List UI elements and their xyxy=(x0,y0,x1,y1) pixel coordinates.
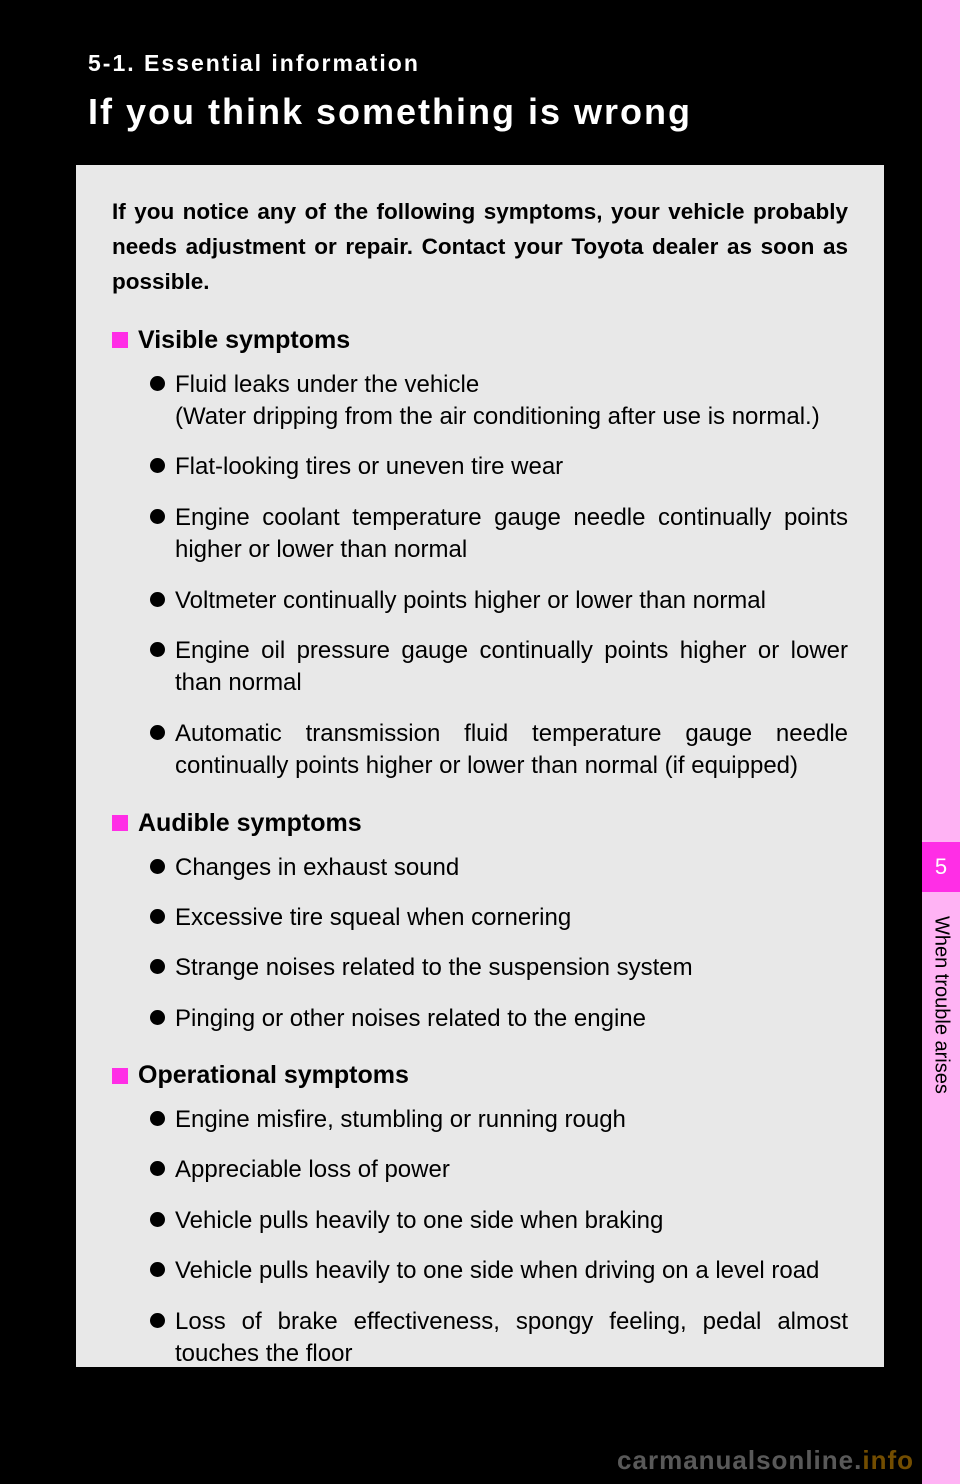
bullet-dot-icon xyxy=(150,592,165,607)
section-title: Visible symptoms xyxy=(138,326,350,355)
tab-upper-bg xyxy=(922,0,960,842)
list-item: Appreciable loss of power xyxy=(150,1154,848,1186)
bullet-dot-icon xyxy=(150,1313,165,1328)
list-item-subtext: (Water dripping from the air conditionin… xyxy=(175,401,820,433)
bullet-dot-icon xyxy=(150,1262,165,1277)
list-item-text: Pinging or other noises related to the e… xyxy=(175,1003,646,1035)
list-item: Engine misfire, stumbling or running rou… xyxy=(150,1104,848,1136)
section-label: 5-1. Essential information xyxy=(88,50,960,77)
bullet-dot-icon xyxy=(150,458,165,473)
bullet-list: Engine misfire, stumbling or running rou… xyxy=(112,1104,848,1370)
list-item-text: Engine oil pressure gauge continually po… xyxy=(175,635,848,700)
list-item: Engine coolant temperature gauge needle … xyxy=(150,502,848,567)
list-item-text: Changes in exhaust sound xyxy=(175,852,459,884)
bullet-dot-icon xyxy=(150,909,165,924)
watermark-suffix: info xyxy=(862,1445,914,1475)
list-item-text: Engine coolant temperature gauge needle … xyxy=(175,502,848,567)
page-header: 5-1. Essential information If you think … xyxy=(0,0,960,165)
section-title: Operational symptoms xyxy=(138,1061,409,1090)
square-bullet-icon xyxy=(112,1068,128,1084)
list-item: Voltmeter continually points higher or l… xyxy=(150,585,848,617)
list-item-text: Engine misfire, stumbling or running rou… xyxy=(175,1104,626,1136)
bullet-list: Fluid leaks under the vehicle(Water drip… xyxy=(112,369,848,783)
list-item: Flat-looking tires or uneven tire wear xyxy=(150,451,848,483)
intro-text: If you notice any of the following sympt… xyxy=(112,195,848,300)
section-heading: Visible symptoms xyxy=(112,326,848,355)
bullet-list: Changes in exhaust sound Excessive tire s… xyxy=(112,852,848,1036)
list-item: Fluid leaks under the vehicle(Water drip… xyxy=(150,369,848,434)
list-item-text: Vehicle pulls heavily to one side when b… xyxy=(175,1205,663,1237)
content-box: If you notice any of the following sympt… xyxy=(76,165,884,1367)
list-item: Automatic transmission fluid temperature… xyxy=(150,718,848,783)
list-item-text: Flat-looking tires or uneven tire wear xyxy=(175,451,563,483)
section-heading: Audible symptoms xyxy=(112,809,848,838)
side-tab: 5 When trouble arises xyxy=(922,0,960,1484)
bullet-dot-icon xyxy=(150,1161,165,1176)
list-item-text: Vehicle pulls heavily to one side when d… xyxy=(175,1255,819,1287)
list-item-text: Strange noises related to the suspension… xyxy=(175,952,693,984)
list-item: Loss of brake effectiveness, spongy feel… xyxy=(150,1306,848,1371)
section-heading: Operational symptoms xyxy=(112,1061,848,1090)
chapter-label: When trouble arises xyxy=(922,910,960,1094)
list-item: Engine oil pressure gauge continually po… xyxy=(150,635,848,700)
list-item: Vehicle pulls heavily to one side when b… xyxy=(150,1205,848,1237)
section-title: Audible symptoms xyxy=(138,809,362,838)
chapter-number-box: 5 xyxy=(922,842,960,892)
bullet-dot-icon xyxy=(150,1212,165,1227)
square-bullet-icon xyxy=(112,332,128,348)
bullet-dot-icon xyxy=(150,725,165,740)
watermark: carmanualsonline.info xyxy=(617,1445,914,1476)
watermark-main: carmanualsonline. xyxy=(617,1445,862,1475)
list-item: Changes in exhaust sound xyxy=(150,852,848,884)
bullet-dot-icon xyxy=(150,1111,165,1126)
list-item-text: Excessive tire squeal when cornering xyxy=(175,902,571,934)
bullet-dot-icon xyxy=(150,959,165,974)
list-item-text: Appreciable loss of power xyxy=(175,1154,450,1186)
list-item-text: Fluid leaks under the vehicle(Water drip… xyxy=(175,369,820,434)
bullet-dot-icon xyxy=(150,376,165,391)
list-item: Vehicle pulls heavily to one side when d… xyxy=(150,1255,848,1287)
list-item-text: Automatic transmission fluid temperature… xyxy=(175,718,848,783)
list-item: Pinging or other noises related to the e… xyxy=(150,1003,848,1035)
list-item-text: Voltmeter continually points higher or l… xyxy=(175,585,766,617)
list-item: Strange noises related to the suspension… xyxy=(150,952,848,984)
bullet-dot-icon xyxy=(150,859,165,874)
page-title: If you think something is wrong xyxy=(88,91,960,133)
bullet-dot-icon xyxy=(150,1010,165,1025)
bullet-dot-icon xyxy=(150,642,165,657)
bullet-dot-icon xyxy=(150,509,165,524)
list-item: Excessive tire squeal when cornering xyxy=(150,902,848,934)
chapter-number: 5 xyxy=(935,854,947,880)
list-item-text: Loss of brake effectiveness, spongy feel… xyxy=(175,1306,848,1371)
square-bullet-icon xyxy=(112,815,128,831)
